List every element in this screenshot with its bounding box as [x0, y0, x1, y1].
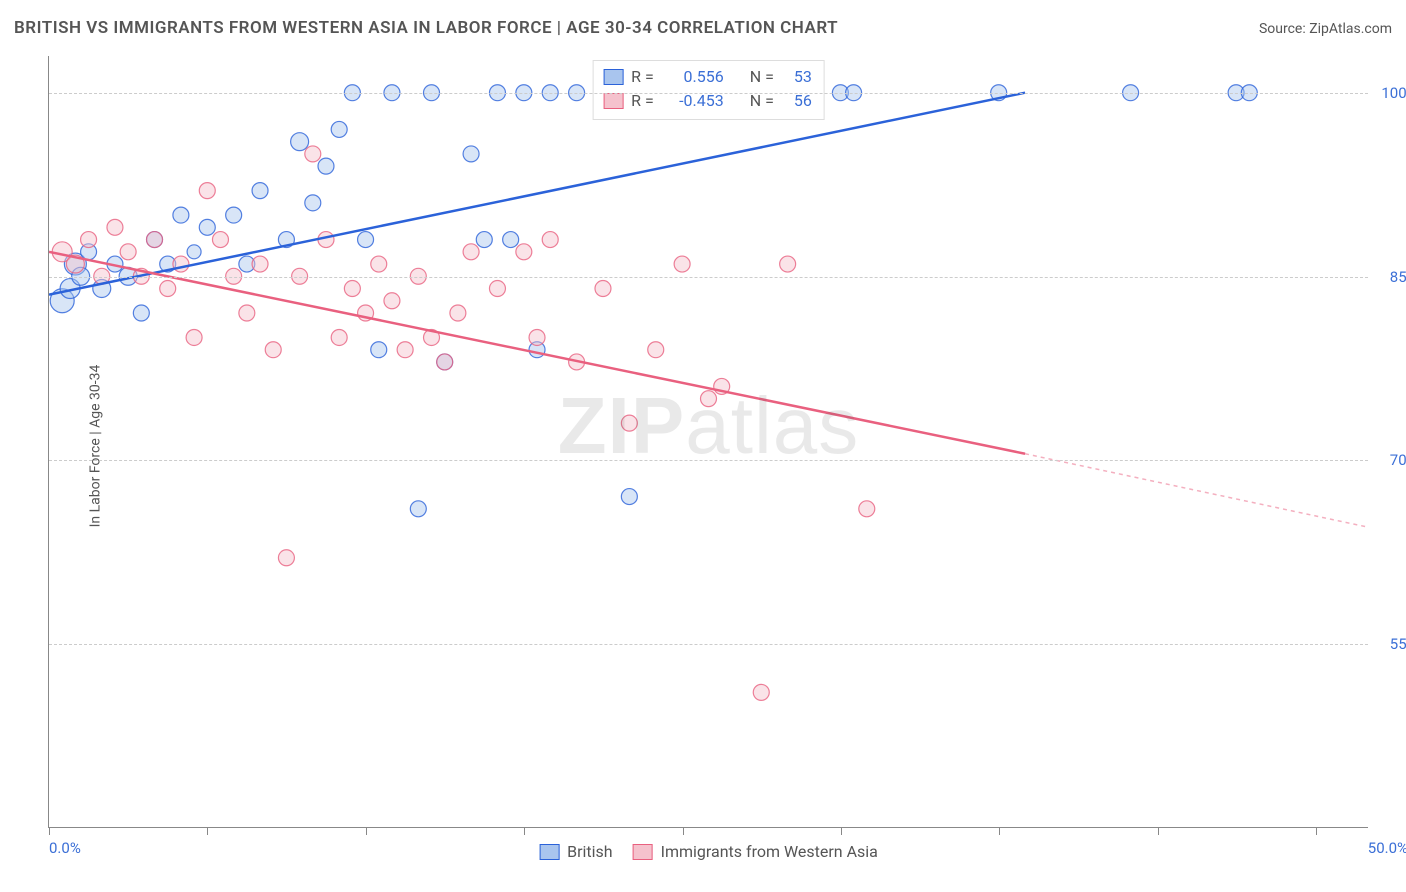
scatter-point — [621, 489, 637, 505]
legend-label: Immigrants from Western Asia — [661, 842, 878, 861]
scatter-point — [305, 146, 321, 162]
chart-title: BRITISH VS IMMIGRANTS FROM WESTERN ASIA … — [14, 18, 838, 38]
x-tick — [366, 827, 367, 835]
scatter-point — [318, 158, 334, 174]
n-value: 53 — [782, 65, 812, 89]
legend-item: British — [539, 842, 612, 861]
scatter-point — [187, 245, 201, 259]
legend-item: Immigrants from Western Asia — [633, 842, 878, 861]
scatter-point — [120, 244, 136, 260]
gridline — [49, 460, 1368, 461]
legend-swatch — [633, 844, 653, 860]
scatter-point — [226, 207, 242, 223]
y-tick-label: 85.0% — [1390, 268, 1406, 286]
x-tick — [1158, 827, 1159, 835]
scatter-point — [450, 305, 466, 321]
scatter-point — [780, 256, 796, 272]
legend-label: British — [567, 842, 612, 861]
scatter-point — [503, 232, 519, 248]
scatter-point — [648, 342, 664, 358]
scatter-point — [147, 232, 163, 248]
scatter-point — [437, 354, 453, 370]
scatter-point — [859, 501, 875, 517]
trendline — [49, 252, 1025, 454]
r-value: 0.556 — [662, 65, 724, 89]
scatter-point — [489, 281, 505, 297]
scatter-point — [265, 342, 281, 358]
scatter-point — [331, 329, 347, 345]
scatter-point — [358, 232, 374, 248]
scatter-point — [701, 391, 717, 407]
scatter-point — [160, 281, 176, 297]
x-axis-label: 0.0% — [49, 839, 81, 857]
scatter-point — [595, 281, 611, 297]
x-tick — [207, 827, 208, 835]
gridline — [49, 644, 1368, 645]
scatter-point — [753, 684, 769, 700]
legend-stats-box: R =0.556N =53R =-0.453N =56 — [592, 60, 825, 120]
x-tick — [1316, 827, 1317, 835]
chart-plot-area: ZIPatlas R =0.556N =53R =-0.453N =56 Bri… — [48, 56, 1368, 828]
gridline — [49, 277, 1368, 278]
x-tick — [683, 827, 684, 835]
x-tick — [841, 827, 842, 835]
scatter-point — [476, 232, 492, 248]
scatter-point — [674, 256, 690, 272]
y-tick-label: 55.0% — [1390, 635, 1406, 653]
y-tick-label: 100.0% — [1381, 84, 1406, 102]
trendline — [49, 93, 1025, 295]
scatter-point — [252, 256, 268, 272]
scatter-point — [173, 207, 189, 223]
gridline — [49, 93, 1368, 94]
scatter-point — [371, 256, 387, 272]
n-label: N = — [750, 65, 774, 89]
scatter-point — [81, 232, 97, 248]
scatter-point — [305, 195, 321, 211]
scatter-point — [239, 305, 255, 321]
legend-swatch — [603, 69, 623, 85]
x-tick — [999, 827, 1000, 835]
legend-bottom: British Immigrants from Western Asia — [539, 842, 878, 861]
scatter-point — [344, 281, 360, 297]
scatter-point — [529, 329, 545, 345]
y-tick-label: 70.0% — [1390, 451, 1406, 469]
legend-swatch — [539, 844, 559, 860]
source-label: Source: ZipAtlas.com — [1259, 21, 1392, 37]
scatter-point — [278, 550, 294, 566]
r-label: R = — [631, 65, 654, 89]
scatter-point — [107, 219, 123, 235]
scatter-point — [186, 329, 202, 345]
scatter-point — [463, 146, 479, 162]
chart-svg — [49, 56, 1368, 827]
legend-swatch — [603, 93, 623, 109]
legend-stats-row: R = 0.556 N = 53 — [603, 65, 812, 89]
scatter-point — [133, 305, 149, 321]
scatter-point — [199, 183, 215, 199]
trendline-extension — [1025, 454, 1368, 527]
x-tick — [524, 827, 525, 835]
scatter-point — [516, 244, 532, 260]
scatter-point — [542, 232, 558, 248]
scatter-point — [463, 244, 479, 260]
scatter-point — [621, 415, 637, 431]
scatter-point — [199, 219, 215, 235]
scatter-point — [410, 501, 426, 517]
scatter-point — [371, 342, 387, 358]
scatter-point — [212, 232, 228, 248]
x-axis-label: 50.0% — [1368, 839, 1406, 857]
scatter-point — [384, 293, 400, 309]
x-tick — [49, 827, 50, 835]
scatter-point — [331, 121, 347, 137]
scatter-point — [252, 183, 268, 199]
scatter-point — [291, 133, 309, 151]
scatter-point — [397, 342, 413, 358]
